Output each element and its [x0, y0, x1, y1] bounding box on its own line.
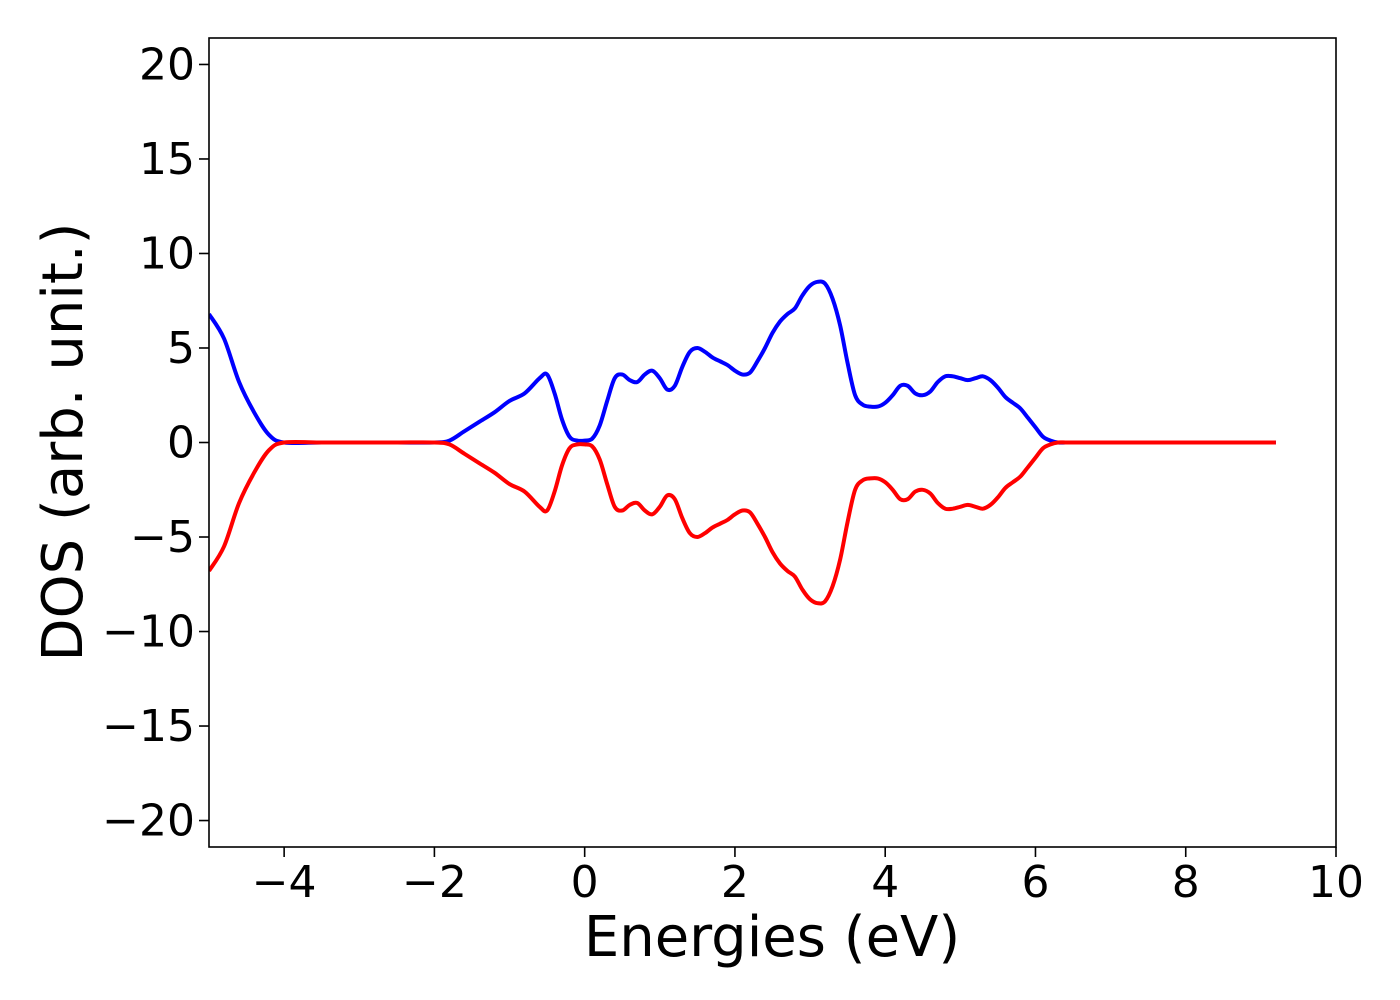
x-tick-label: 2 — [721, 857, 749, 908]
x-tick-label: 8 — [1172, 857, 1200, 908]
y-axis-label: DOS (arb. unit.) — [31, 222, 96, 661]
y-tick-label: 10 — [139, 228, 195, 279]
series-line-blue — [209, 279, 1276, 446]
y-tick-label: 20 — [139, 39, 195, 90]
x-tick-label: 6 — [1021, 857, 1049, 908]
y-tick-label: 15 — [139, 134, 195, 185]
y-tick-label: 0 — [167, 418, 195, 469]
y-tick-label: −5 — [130, 512, 195, 563]
x-tick-label: −2 — [402, 857, 467, 908]
y-tick-label: −10 — [102, 607, 195, 658]
x-tick-label: 10 — [1308, 857, 1364, 908]
x-tick-label: 4 — [871, 857, 899, 908]
y-axis: 20 15 10 5 0 −5 −10 −15 −20 — [102, 39, 209, 847]
x-axis: −4 −2 0 2 4 6 8 10 — [252, 847, 1364, 908]
y-tick-label: −20 — [102, 796, 195, 847]
x-tick-label: 0 — [571, 857, 599, 908]
x-axis-label: Energies (eV) — [584, 905, 960, 970]
y-tick-label: −15 — [102, 701, 195, 752]
y-tick-label: 5 — [167, 323, 195, 374]
series-line-red — [209, 439, 1276, 606]
series-layer — [209, 279, 1276, 606]
x-tick-label: −4 — [252, 857, 317, 908]
